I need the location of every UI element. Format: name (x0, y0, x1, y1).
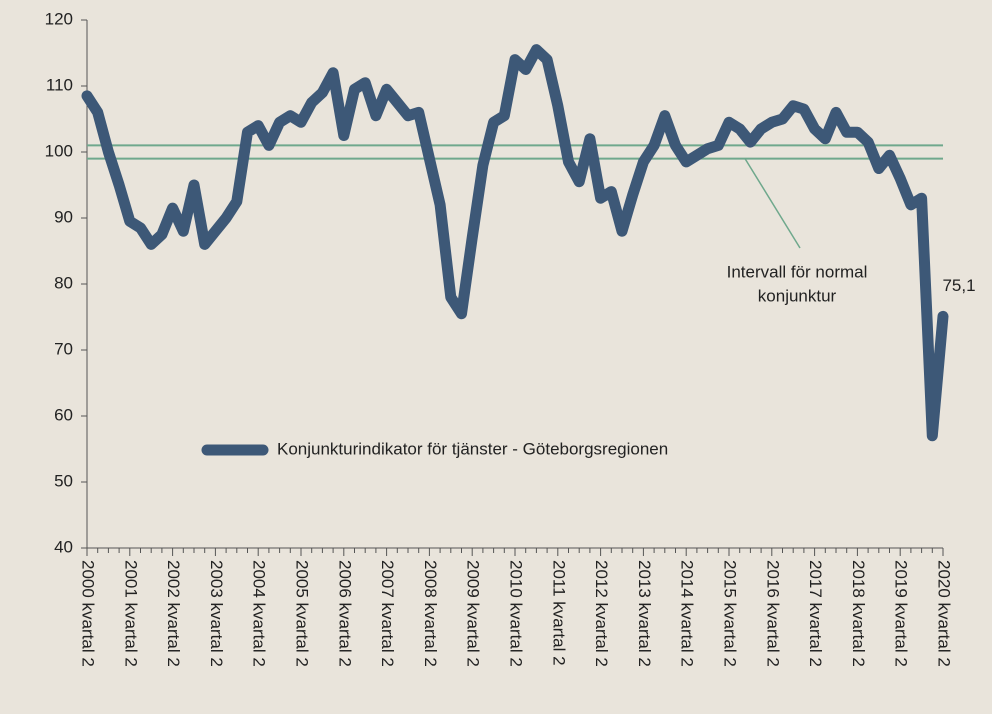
x-tick-label: 2011 kvartal 2 (549, 560, 568, 666)
annotation: konjunktur (758, 286, 837, 305)
x-tick-label: 2000 kvartal 2 (79, 560, 98, 667)
y-tick-label: 100 (45, 141, 73, 160)
x-tick-label: 2020 kvartal 2 (935, 560, 954, 667)
y-tick-label: 70 (54, 339, 73, 358)
x-tick-label: 2017 kvartal 2 (806, 560, 825, 667)
annotation-leader (744, 158, 801, 249)
x-tick-label: 2006 kvartal 2 (335, 560, 354, 667)
x-tick-label: 2008 kvartal 2 (421, 560, 440, 667)
x-tick-label: 2018 kvartal 2 (849, 560, 868, 667)
x-tick-label: 2019 kvartal 2 (892, 560, 911, 667)
y-tick-label: 110 (46, 75, 73, 94)
x-tick-label: 2001 kvartal 2 (121, 560, 140, 667)
y-tick-label: 50 (54, 471, 73, 490)
x-tick-label: 2005 kvartal 2 (293, 560, 312, 667)
x-tick-label: 2007 kvartal 2 (378, 560, 397, 667)
x-tick-label: 2009 kvartal 2 (464, 560, 483, 667)
annotation: Intervall för normal (727, 262, 868, 281)
x-tick-label: 2014 kvartal 2 (678, 560, 697, 667)
x-tick-label: 2015 kvartal 2 (721, 560, 740, 667)
data-line (81, 44, 949, 442)
x-tick-label: 2012 kvartal 2 (592, 560, 611, 667)
x-tick-label: 2003 kvartal 2 (207, 560, 226, 667)
y-tick-label: 120 (45, 9, 73, 28)
y-tick-label: 90 (54, 207, 73, 226)
y-tick-label: 80 (54, 273, 73, 292)
data-label: 75,1 (942, 276, 975, 295)
legend-label: Konjunkturindikator för tjänster - Göteb… (277, 439, 668, 458)
y-tick-label: 60 (54, 405, 73, 424)
x-tick-label: 2013 kvartal 2 (635, 560, 654, 667)
x-tick-label: 2002 kvartal 2 (164, 560, 183, 667)
x-tick-label: 2016 kvartal 2 (763, 560, 782, 667)
y-tick-label: 40 (54, 537, 73, 556)
x-tick-label: 2004 kvartal 2 (250, 560, 269, 667)
x-tick-label: 2010 kvartal 2 (507, 560, 526, 667)
